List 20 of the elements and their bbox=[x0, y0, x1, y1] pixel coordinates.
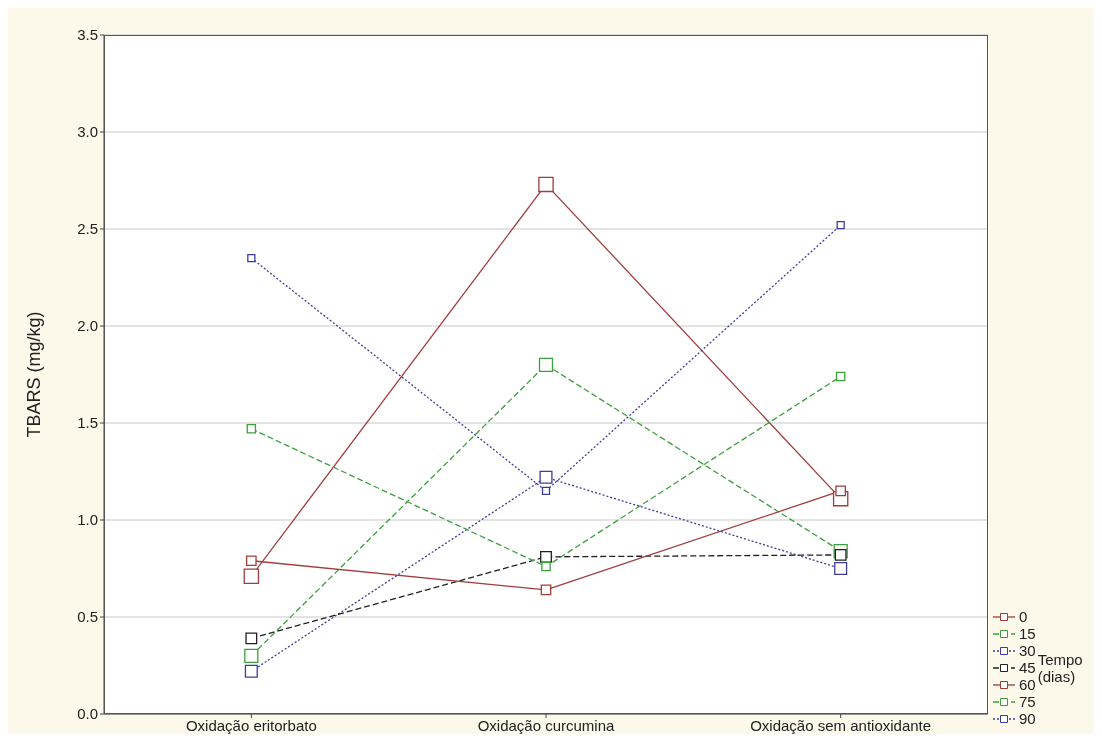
y-tick-label: 0.5 bbox=[77, 608, 98, 626]
y-axis-title: TBARS (mg/kg) bbox=[24, 311, 45, 438]
y-tick-label: 1.0 bbox=[77, 511, 98, 529]
x-tick-label: Oxidação curcumina bbox=[477, 716, 616, 734]
legend-label: 0 bbox=[1019, 608, 1028, 625]
legend-label: 75 bbox=[1019, 693, 1036, 710]
y-tick-label: 0.0 bbox=[77, 705, 98, 723]
legend-label: 60 bbox=[1019, 676, 1036, 693]
legend-label: 30 bbox=[1019, 642, 1036, 659]
y-tick-label: 2.5 bbox=[77, 220, 98, 238]
legend-label: 90 bbox=[1019, 710, 1036, 727]
x-tick-label: Oxidação sem antioxidante bbox=[750, 716, 932, 734]
x-tick-label: Oxidação eritorbato bbox=[185, 716, 317, 734]
y-tick-label: 1.5 bbox=[77, 414, 98, 432]
y-tick-label: 3.5 bbox=[77, 26, 98, 44]
legend-title: Tempo (dias) bbox=[1037, 650, 1084, 685]
legend-label: 45 bbox=[1019, 659, 1036, 676]
y-tick-label: 3.0 bbox=[77, 123, 98, 141]
y-tick-label: 2.0 bbox=[77, 317, 98, 335]
legend-label: 15 bbox=[1019, 625, 1036, 642]
